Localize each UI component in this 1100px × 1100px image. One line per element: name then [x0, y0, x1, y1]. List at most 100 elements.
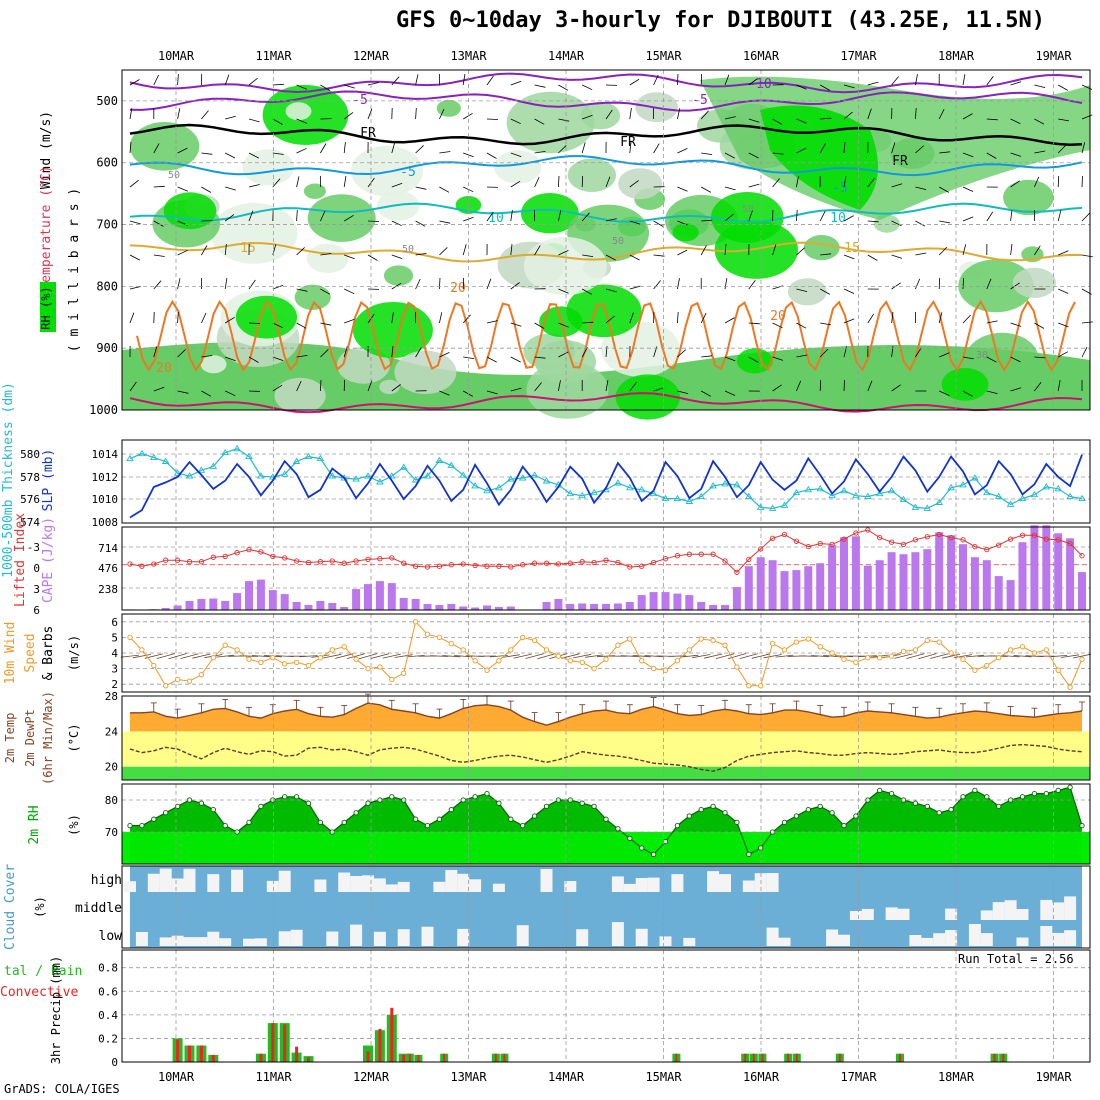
- cloud-cover-cell: [992, 902, 1005, 920]
- wind10m-barb: [406, 655, 425, 658]
- wind-barb: [225, 152, 236, 159]
- temp-area: [130, 703, 1082, 732]
- lifted-index-marker: [270, 553, 276, 560]
- wind-barb: [534, 84, 546, 88]
- cloud-cover-cell: [457, 873, 470, 892]
- thickness-tick-label: 576: [20, 493, 40, 506]
- isotherm-label: 50: [402, 244, 414, 255]
- wind-barb: [224, 74, 230, 86]
- cloud-cover-cell: [1040, 899, 1053, 920]
- wind-barb: [439, 108, 445, 120]
- dewpt-line: [129, 743, 1083, 772]
- cape-bar: [399, 598, 408, 610]
- wind10m-marker: [389, 676, 395, 683]
- wind-barb: [201, 186, 212, 193]
- rh-shade-blob: [129, 122, 200, 171]
- wind-barb: [700, 110, 709, 120]
- cloud-cover-cell: [350, 876, 363, 892]
- cloud-cover-cell: [350, 924, 363, 946]
- rh2m-marker: [817, 803, 823, 810]
- cape-bar: [851, 536, 860, 610]
- upper-air-ylabel-rh: RH (%): [39, 286, 53, 329]
- wind10m-marker: [769, 640, 776, 647]
- wind10m-marker: [567, 658, 573, 664]
- wind10m-barb: [251, 655, 270, 658]
- isotherm--10: [129, 72, 1083, 94]
- wind-barb: [915, 220, 926, 227]
- cloud-cover-cell: [171, 935, 184, 946]
- wind-barb: [748, 152, 759, 159]
- cape-bar: [768, 560, 777, 610]
- wind-barb: [891, 220, 902, 227]
- precip-convective-bar: [211, 1054, 215, 1062]
- wind-barb: [510, 210, 513, 222]
- cape-bar: [792, 570, 801, 610]
- wind10m-marker: [305, 662, 312, 669]
- thickness-marker: [935, 498, 943, 505]
- rh2m-ylabel-unit: (%): [67, 814, 81, 836]
- lifted-index-marker: [139, 563, 145, 569]
- rh2m-frame: [121, 783, 1091, 865]
- rh-shade-blob: [521, 193, 579, 234]
- wind-barb: [439, 151, 451, 154]
- wind-barb: [867, 220, 879, 223]
- lifted-index-marker: [686, 551, 692, 557]
- rh-shade-blob: [337, 346, 390, 384]
- wind10m-barb: [704, 653, 723, 659]
- wind-barb: [796, 354, 808, 358]
- wind10m-barb: [632, 655, 651, 658]
- wind-barb: [486, 320, 498, 324]
- precip-convective-bar: [283, 1024, 287, 1062]
- date-label-bottom: 13MAR: [450, 1070, 487, 1084]
- lifted-index-marker: [722, 558, 728, 564]
- cloud-cover-cell: [385, 884, 398, 892]
- wind-barb: [867, 177, 875, 188]
- lifted-index-marker: [424, 564, 431, 570]
- wind10m-marker: [996, 655, 1002, 661]
- precip-convective-bar: [199, 1045, 203, 1062]
- temp-tick-label: 20: [105, 761, 118, 774]
- rh2m-marker: [912, 800, 919, 806]
- thickness-marker: [673, 494, 682, 502]
- cloud-cover-cell: [373, 931, 386, 946]
- wind-barb: [891, 254, 903, 259]
- wind10m-barb: [775, 654, 794, 658]
- rh2m-marker: [650, 851, 657, 858]
- li-tick-label: -3: [27, 541, 40, 554]
- wind-barb: [558, 380, 561, 392]
- wind-barb: [653, 280, 661, 290]
- cloud-cover-cell: [135, 932, 148, 946]
- wind-barb: [201, 390, 212, 397]
- lifted-index-marker: [1019, 532, 1026, 538]
- isotherm-label: -10: [748, 77, 771, 92]
- wind-barb: [843, 141, 846, 154]
- wind10m-barb: [620, 655, 639, 657]
- wind-barb: [820, 84, 830, 91]
- cape-bar: [411, 599, 420, 610]
- thickness-marker: [328, 472, 337, 479]
- lifted-index-marker: [603, 557, 609, 563]
- cloud-cover-cell: [1004, 900, 1017, 920]
- wind10m-barb: [454, 655, 473, 658]
- wind-barb: [486, 152, 497, 159]
- lifted-index-marker: [282, 555, 288, 561]
- rh2m-marker: [841, 822, 847, 829]
- wind-barb: [939, 186, 949, 193]
- wind-barb: [1010, 118, 1021, 125]
- wind-barb: [796, 147, 807, 154]
- cape-bar: [816, 563, 825, 610]
- lifted-index-marker: [1007, 536, 1014, 542]
- wind10m-marker: [543, 647, 550, 653]
- wind-barb: [534, 118, 545, 125]
- wind-barb: [700, 245, 707, 256]
- cloud-cover-cell: [980, 910, 993, 920]
- wind-barb: [415, 278, 421, 290]
- wind-barb: [653, 143, 660, 154]
- wind-barb: [391, 142, 396, 154]
- thickness-marker: [590, 488, 598, 496]
- wind10m-marker: [186, 678, 193, 684]
- lifted-index-marker: [555, 561, 562, 567]
- wind-barb: [153, 346, 158, 358]
- lifted-index-marker: [317, 559, 324, 565]
